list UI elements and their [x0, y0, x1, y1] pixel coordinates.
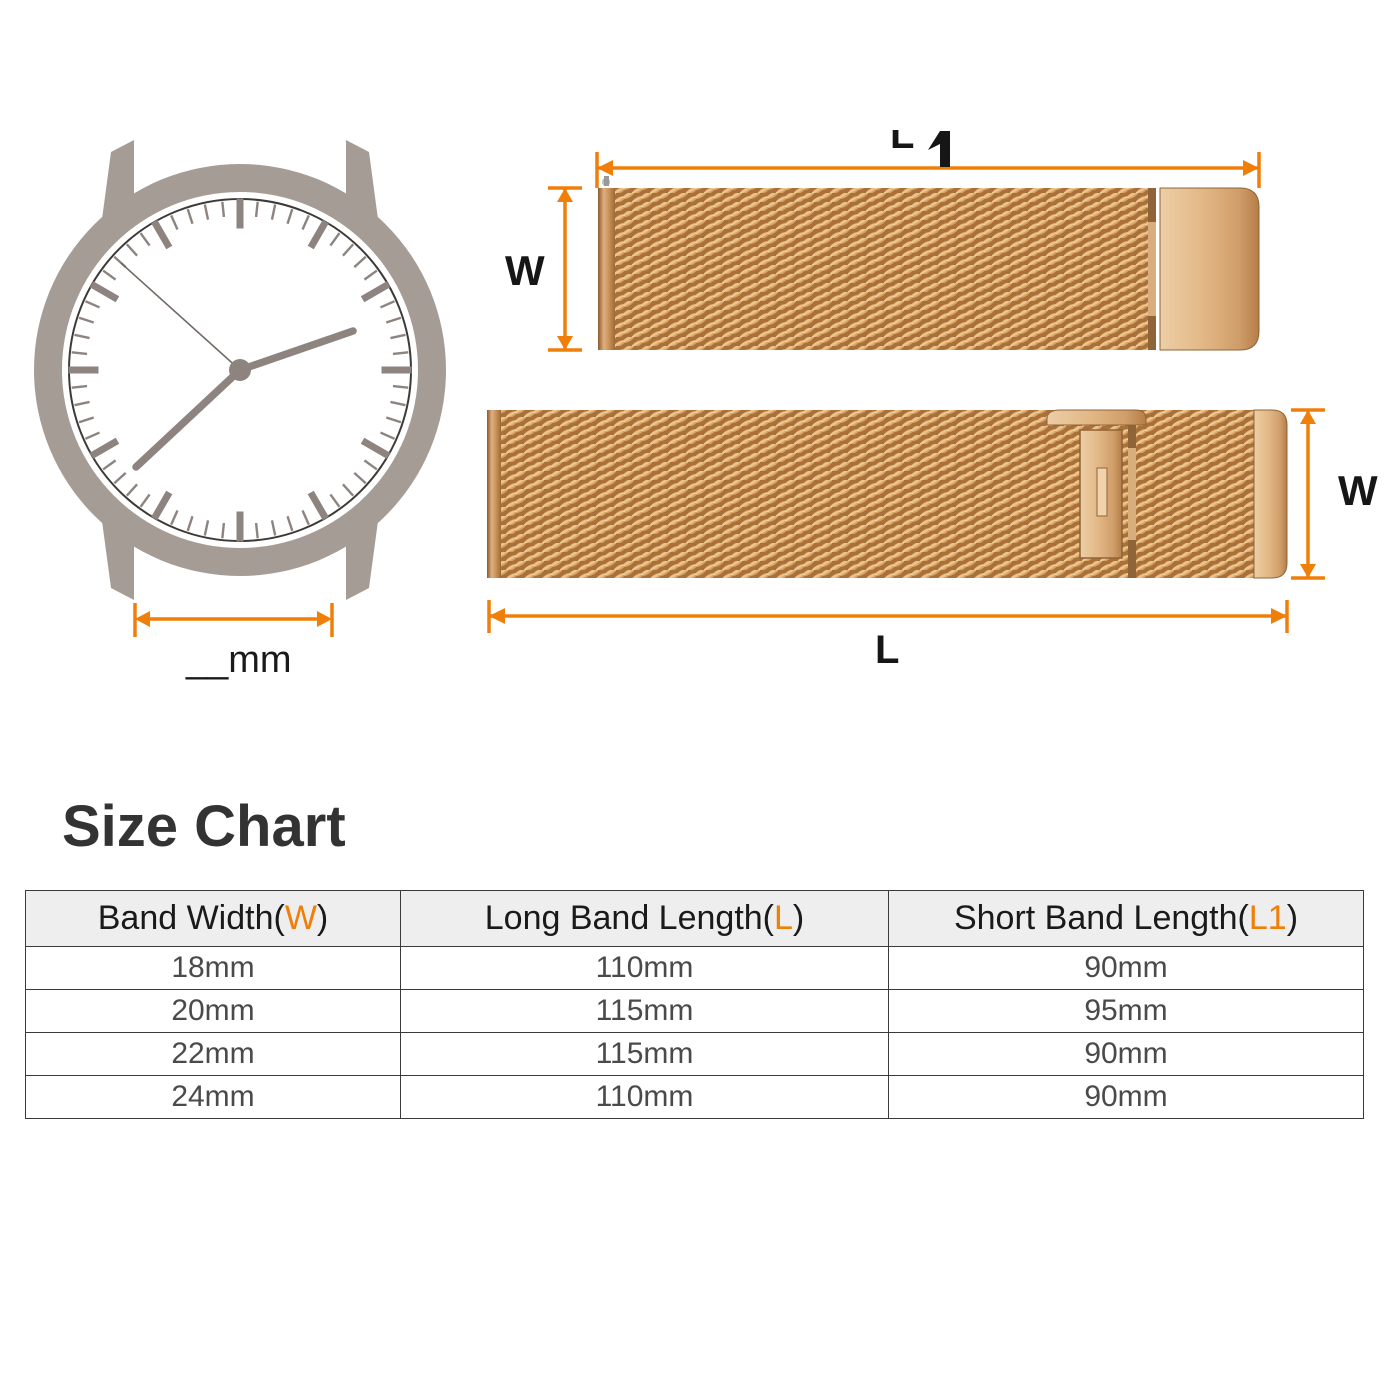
svg-text:L: L: [890, 130, 914, 157]
svg-text:__mm: __mm: [185, 639, 292, 681]
svg-text:W: W: [505, 247, 545, 294]
svg-text:L: L: [875, 628, 899, 672]
svg-text:W: W: [1338, 467, 1378, 514]
